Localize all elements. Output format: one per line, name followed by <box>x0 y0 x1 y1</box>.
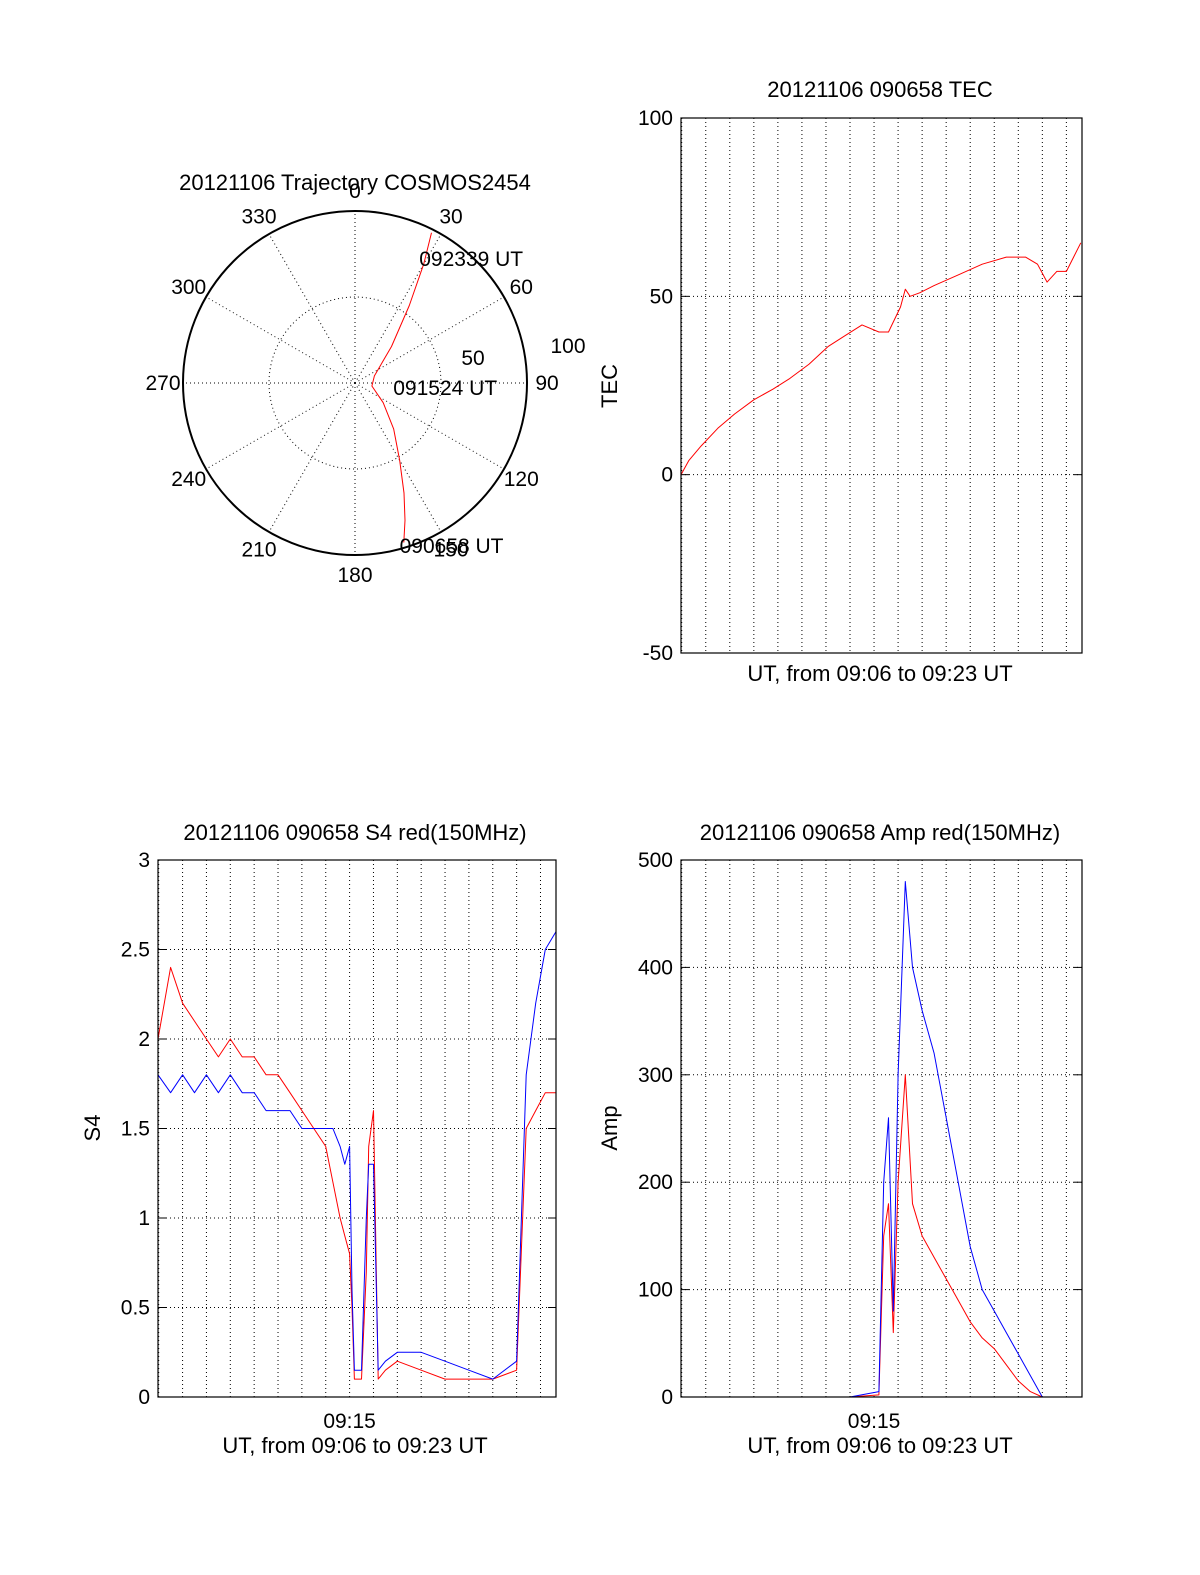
y-tick-label: 100 <box>638 1279 673 1302</box>
polar-title: 20121106 Trajectory COSMOS2454 <box>179 170 531 195</box>
polar-azimuth-label: 30 <box>439 206 462 229</box>
y-tick-label: 2.5 <box>121 939 150 962</box>
tec-xlabel: UT, from 09:06 to 09:23 UT <box>747 661 1012 686</box>
polar-spoke <box>268 382 356 533</box>
y-tick-label: 0 <box>661 1386 673 1409</box>
trajectory-time-label: 092339 UT <box>419 248 523 271</box>
polar-radial-label: 100 <box>550 335 585 358</box>
y-tick-label: 50 <box>650 285 673 308</box>
polar-spoke <box>205 296 356 384</box>
y-tick-label: 400 <box>638 956 673 979</box>
series-line <box>681 881 1082 1398</box>
y-tick-label: 300 <box>638 1064 673 1087</box>
series-line <box>680 242 1082 475</box>
y-tick-label: 0 <box>138 1386 150 1409</box>
polar-azimuth-label: 60 <box>510 276 533 299</box>
polar-spoke <box>354 233 442 384</box>
y-tick-label: 1 <box>138 1207 150 1230</box>
plot-frame <box>157 859 557 1398</box>
polar-azimuth-label: 90 <box>535 372 558 395</box>
amp-ylabel: Amp <box>597 1105 622 1150</box>
polar-azimuth-label: 330 <box>241 206 276 229</box>
polar-radial-labels: 50 100 <box>461 335 585 370</box>
polar-azimuth-label: 0 <box>349 180 361 203</box>
y-tick-label: 0 <box>661 464 673 487</box>
tec-ylabel: TEC <box>597 364 622 408</box>
polar-azimuth-label: 180 <box>337 564 372 587</box>
series-line <box>681 1074 1082 1398</box>
polar-azimuth-label: 150 <box>433 538 468 561</box>
polar-panel: 20121106 Trajectory COSMOS2454 0 30 60 90 12… <box>145 170 585 587</box>
series-line <box>157 966 556 1380</box>
polar-azimuth-label: 210 <box>241 538 276 561</box>
polar-radial-label: 50 <box>461 347 484 370</box>
y-tick-label: 1.5 <box>121 1118 150 1141</box>
polar-azimuth-label: 300 <box>171 276 206 299</box>
s4-panel: 20121106 090658 S4 red(150MHz) UT, from … <box>80 820 557 1458</box>
trajectory-line <box>371 232 432 543</box>
trajectory-annotations: 090658 UT 091524 UT 092339 UT <box>393 248 523 558</box>
amp-title: 20121106 090658 Amp red(150MHz) <box>700 820 1060 845</box>
polar-spoke <box>354 382 442 533</box>
series-line <box>157 931 557 1380</box>
s4-xlabel: UT, from 09:06 to 09:23 UT <box>222 1433 487 1458</box>
plot-frame <box>680 859 1083 1398</box>
polar-spoke <box>354 296 505 384</box>
trajectory-time-label: 091524 UT <box>393 377 497 400</box>
x-tick-label: 09:15 <box>323 1410 376 1433</box>
polar-azimuth-labels: 0 30 60 90 120 150 180 210 240 270 300 330 <box>145 180 558 587</box>
polar-azimuth-label: 240 <box>171 468 206 491</box>
polar-spoke <box>205 382 356 470</box>
s4-title: 20121106 090658 S4 red(150MHz) <box>183 820 526 845</box>
y-tick-label: -50 <box>643 642 673 665</box>
s4-ylabel: S4 <box>80 1115 105 1142</box>
polar-azimuth-label: 270 <box>145 372 180 395</box>
y-tick-label: 200 <box>638 1171 673 1194</box>
polar-spoke <box>268 233 356 384</box>
y-tick-label: 2 <box>138 1028 150 1051</box>
tec-title: 20121106 090658 TEC <box>767 77 993 102</box>
y-tick-label: 3 <box>138 849 150 872</box>
trajectory-time-label: 090658 UT <box>400 535 504 558</box>
amp-panel: 20121106 090658 Amp red(150MHz) UT, from… <box>597 820 1083 1458</box>
y-tick-label: 0.5 <box>121 1297 150 1320</box>
y-tick-label: 100 <box>638 107 673 130</box>
polar-azimuth-label: 120 <box>504 468 539 491</box>
amp-xlabel: UT, from 09:06 to 09:23 UT <box>747 1433 1012 1458</box>
x-tick-label: 09:15 <box>848 1410 901 1433</box>
polar-outer-circle <box>182 210 528 556</box>
polar-grid-circle <box>268 296 442 470</box>
plot-frame <box>680 117 1083 654</box>
y-tick-label: 500 <box>638 849 673 872</box>
tec-panel: 20121106 090658 TEC UT, from 09:06 to 09… <box>597 77 1083 686</box>
